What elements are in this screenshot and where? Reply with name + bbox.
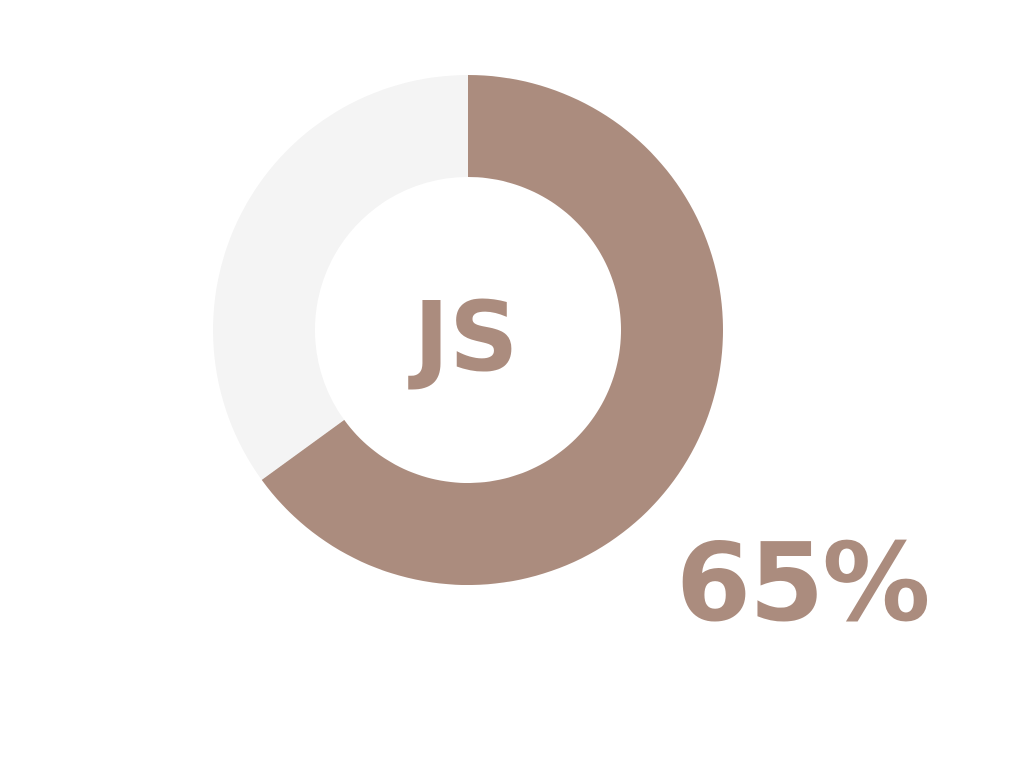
slices-group: [212, 75, 723, 585]
center-label: JS: [408, 281, 519, 393]
slice-filled: [261, 75, 723, 585]
percent-value-label: 65%: [676, 521, 931, 646]
slice-remainder: [212, 75, 468, 480]
